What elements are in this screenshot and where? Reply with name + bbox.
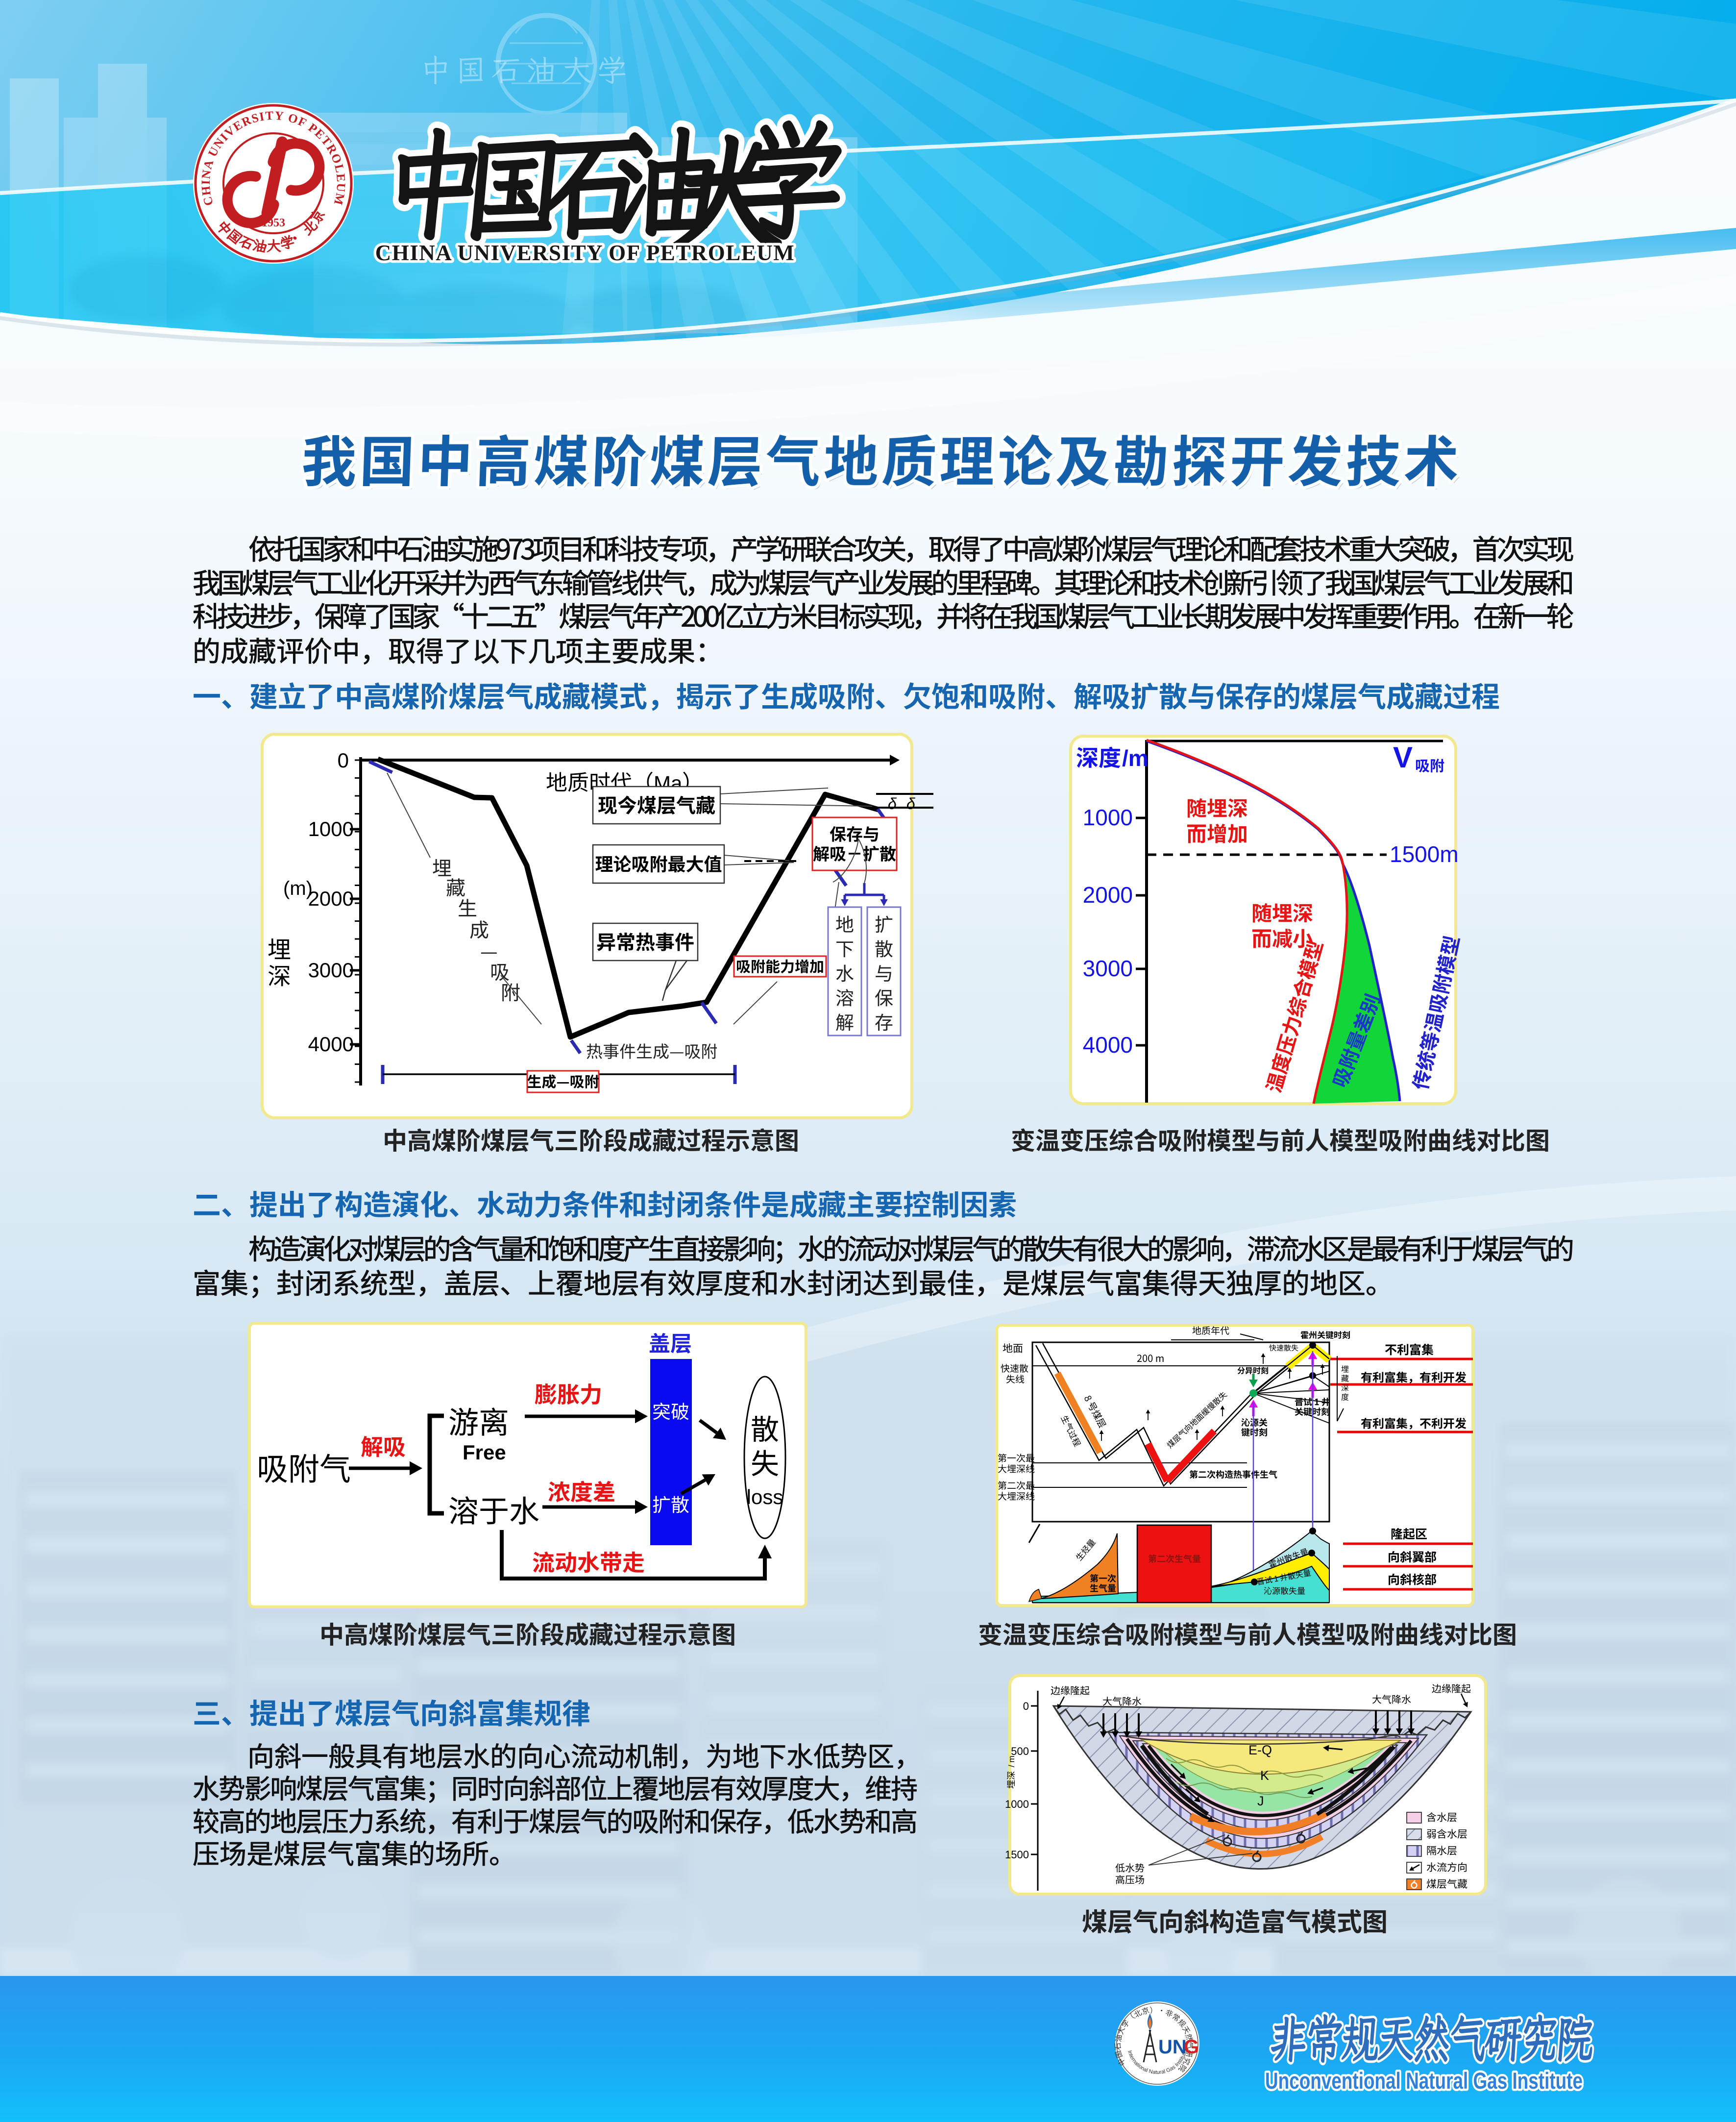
svg-text:(m): (m): [283, 878, 313, 899]
svg-text:1500m: 1500m: [1390, 841, 1459, 867]
svg-text:1000: 1000: [308, 817, 354, 840]
svg-text:1500: 1500: [1005, 1849, 1029, 1861]
svg-text:UN: UN: [1158, 2036, 1187, 2058]
svg-text:loss: loss: [747, 1485, 783, 1508]
svg-text:V: V: [1393, 741, 1413, 774]
svg-text:G: G: [1184, 2036, 1199, 2058]
svg-text:3000: 3000: [1083, 956, 1133, 981]
svg-text:/ m: / m: [1007, 1755, 1016, 1767]
svg-text:0: 0: [338, 749, 349, 772]
svg-text:δ: δ: [906, 795, 916, 813]
svg-text:1953: 1953: [262, 217, 285, 229]
svg-text:Free: Free: [463, 1441, 506, 1464]
svg-text:4000: 4000: [308, 1033, 354, 1056]
svg-text:4000: 4000: [1083, 1032, 1133, 1058]
svg-text:500: 500: [1011, 1745, 1029, 1757]
svg-text:/m: /m: [1122, 745, 1149, 771]
svg-text:E-Q: E-Q: [1248, 1743, 1272, 1757]
svg-text:J: J: [1257, 1794, 1264, 1808]
svg-text:2000: 2000: [308, 887, 354, 910]
svg-text:1000: 1000: [1005, 1798, 1029, 1810]
svg-text:K: K: [1260, 1768, 1269, 1783]
svg-text:1000: 1000: [1083, 805, 1133, 830]
svg-text:Unconventional Natural Gas Ins: Unconventional Natural Gas Institute: [1265, 2068, 1583, 2094]
svg-text:2000: 2000: [1083, 882, 1133, 908]
svg-text:δ: δ: [888, 795, 897, 813]
svg-text:0: 0: [1023, 1700, 1029, 1712]
svg-text:3000: 3000: [308, 959, 354, 982]
svg-text:CHINA UNIVERSITY OF PETROLEUM: CHINA UNIVERSITY OF PETROLEUM: [375, 241, 795, 265]
